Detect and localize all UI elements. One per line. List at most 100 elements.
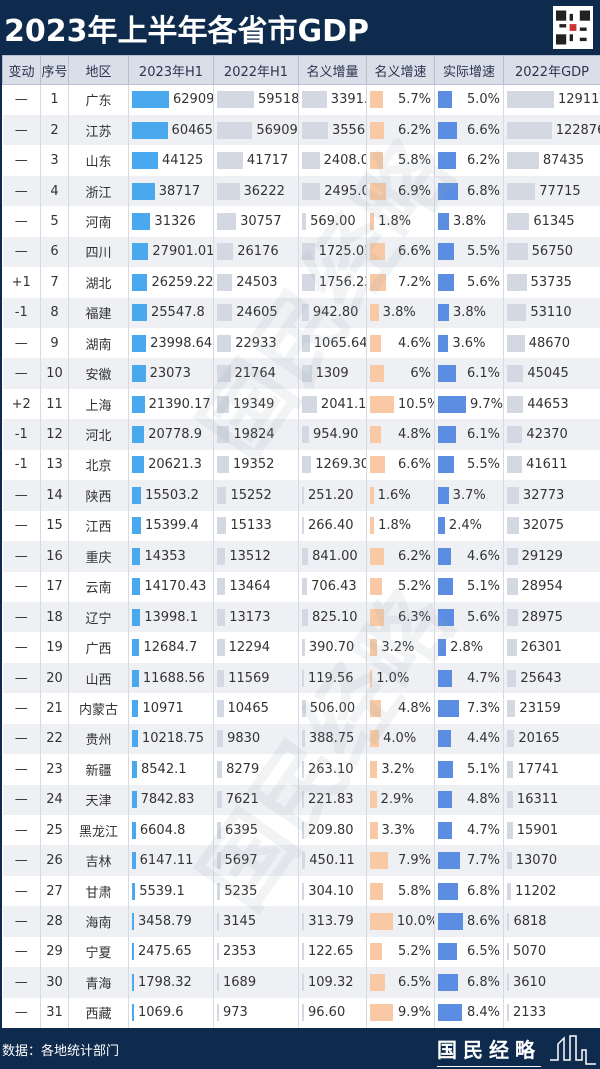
cell-value: 7621	[225, 792, 259, 808]
cell-region: 广西	[68, 632, 129, 663]
cell-rank: 30	[40, 967, 69, 998]
cell-value: 32075	[522, 518, 565, 534]
cell-gdp-2022: 16311	[503, 784, 600, 815]
cell-value: 2353	[223, 944, 257, 960]
data-bar	[507, 334, 525, 352]
cell-value: 36222	[243, 183, 285, 199]
cell-value: 5539.1	[139, 883, 185, 899]
data-bar	[217, 547, 226, 565]
cell-value: 6.5%	[466, 944, 500, 960]
cell-h1-2023: 20621.3	[128, 449, 214, 481]
cell-value: 16311	[516, 792, 559, 808]
cell-real-growth: 4.7%	[434, 815, 504, 846]
cell-change: —	[2, 906, 41, 937]
cell-value: 8.4%	[466, 1005, 500, 1021]
cell-change: —	[2, 632, 41, 663]
cell-gdp-2022: 53110	[503, 297, 600, 328]
cell-value: 17741	[517, 761, 559, 777]
data-bar	[370, 426, 381, 444]
table-row: —5 河南 31326 30757 569.00 1.8% 3.8% 61345	[2, 206, 600, 237]
cell-change: -1	[2, 297, 41, 328]
data-bar	[370, 182, 386, 200]
data-bar	[507, 395, 524, 413]
cell-region: 陕西	[68, 480, 129, 511]
cell-value: 4.0%	[383, 731, 417, 747]
cell-rank: 7	[40, 267, 69, 298]
cell-value: 23073	[149, 366, 191, 382]
cell-h1-2023: 31326	[128, 206, 214, 237]
data-bar	[217, 639, 225, 657]
cell-value: 13464	[229, 579, 271, 595]
cell-h1-2023: 10218.75	[128, 723, 214, 755]
data-bar	[507, 821, 513, 839]
table-row: —2江苏 60465.3 56909 3556.30 6.2% 6.6% 122876	[2, 114, 600, 146]
cell-h1-2022: 10465	[213, 693, 299, 724]
data-bar	[438, 973, 458, 991]
table-row: —18 辽宁 13998.1 13173 825.10 6.3% 5.6% 28975	[2, 601, 600, 633]
cell-value: 5.2%	[397, 579, 431, 595]
cell-h1-2023: 20778.9	[128, 419, 214, 450]
cell-region: 重庆	[68, 541, 129, 572]
data-bar	[302, 273, 315, 291]
cell-value: 6.1%	[466, 366, 500, 382]
cell-h1-2022: 3145	[213, 906, 299, 937]
cell-h1-2022: 19349	[213, 388, 299, 420]
cell-nominal-growth: 1.8%	[366, 206, 435, 237]
cell-rank: 25	[40, 815, 69, 846]
cell-value: 12684.7	[143, 640, 198, 656]
cell-value: 48670	[528, 335, 571, 351]
cell-real-growth: 6.2%	[434, 145, 504, 176]
cell-change: —	[2, 815, 41, 846]
cell-real-growth: 5.5%	[434, 236, 504, 268]
table-row: —23 新疆 8542.1 8279 263.10 3.2% 5.1% 17741	[2, 754, 600, 785]
data-bar	[132, 426, 145, 444]
cell-change: —	[2, 875, 41, 907]
header-region: 地区	[68, 55, 129, 85]
cell-value: 4.4%	[466, 731, 500, 747]
cell-value: 6147.11	[139, 853, 194, 869]
cell-value: 8542.1	[141, 761, 187, 777]
cell-change: —	[2, 84, 41, 115]
data-bar	[217, 273, 233, 291]
cell-value: 6.6%	[466, 122, 500, 138]
cell-region: 甘肃	[68, 875, 129, 907]
data-bar	[438, 669, 452, 687]
cell-value: 3145	[223, 914, 257, 930]
data-bar	[370, 517, 375, 535]
cell-value: 19352	[233, 457, 275, 473]
cell-change: —	[2, 328, 41, 359]
cell-nominal-growth: 6.9%	[366, 175, 435, 207]
cell-region: 吉林	[68, 845, 129, 876]
data-bar	[507, 791, 513, 809]
table-row: —28 海南 3458.79 3145 313.79 10.0% 8.6% 6818	[2, 906, 600, 937]
data-bar	[302, 730, 305, 748]
cell-h1-2022: 56909	[213, 114, 299, 146]
qr-code-icon	[553, 6, 593, 49]
cell-value: 5697	[224, 853, 258, 869]
cell-change: +2	[2, 388, 41, 420]
data-bar	[507, 182, 536, 200]
data-bar	[507, 152, 539, 170]
cell-value: 45045	[527, 366, 569, 382]
cell-value: 59518	[258, 92, 299, 108]
cell-h1-2022: 19824	[213, 419, 299, 450]
data-bar	[370, 821, 378, 839]
cell-gdp-2022: 26301	[503, 632, 600, 663]
cell-rank: 4	[40, 175, 69, 207]
cell-value: 21390.17	[148, 396, 211, 412]
table-row: —25 黑龙江 6604.8 6395 209.80 3.3% 4.7% 15901	[2, 815, 600, 846]
cell-change: —	[2, 784, 41, 815]
data-bar	[507, 852, 512, 870]
cell-rank: 15	[40, 510, 69, 542]
cell-value: 27901.01	[152, 244, 214, 260]
cell-nominal-growth: 3.2%	[366, 632, 435, 663]
data-bar	[132, 456, 145, 474]
data-bar	[132, 273, 148, 291]
cell-value: 3.2%	[381, 761, 415, 777]
cell-value: 3391.80	[330, 92, 366, 108]
cell-h1-2023: 6604.8	[128, 815, 214, 846]
cell-value: 3.8%	[452, 305, 486, 321]
cell-value: 53735	[530, 274, 572, 290]
cell-region: 江西	[68, 510, 129, 542]
cell-gdp-2022: 29129	[503, 541, 600, 572]
